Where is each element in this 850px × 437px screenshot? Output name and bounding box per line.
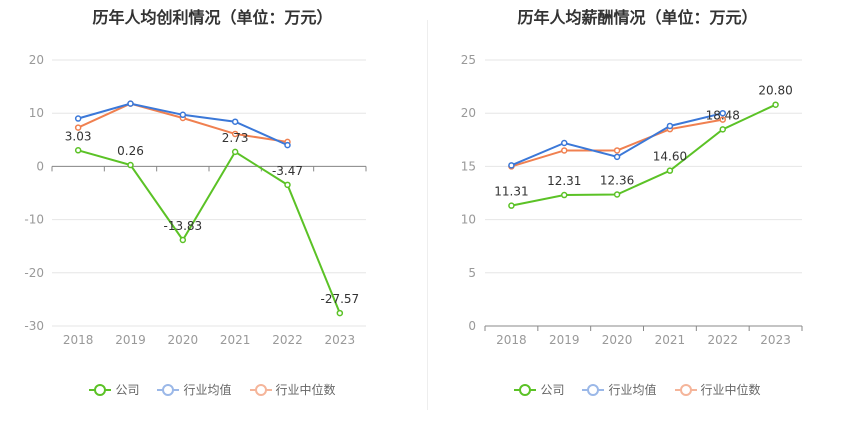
data-point <box>719 116 726 123</box>
data-label: 11.31 <box>494 185 528 199</box>
data-point <box>613 147 621 154</box>
y-tick-label: -30 <box>24 319 44 333</box>
legend-industry-median[interactable]: 行业中位数 <box>674 381 761 398</box>
x-tick-label: 2023 <box>325 333 356 347</box>
data-label: 2.73 <box>222 131 249 145</box>
data-point <box>561 139 568 147</box>
data-point <box>74 115 82 122</box>
chart-legend: 公司 行业均值 行业中位数 <box>0 381 425 398</box>
legend-industry-avg[interactable]: 行业均值 <box>157 381 232 398</box>
data-point <box>74 124 82 131</box>
data-label: 0.26 <box>117 144 144 158</box>
x-tick-label: 2023 <box>760 333 791 347</box>
x-tick-label: 2021 <box>220 333 251 347</box>
y-tick-label: 10 <box>29 106 44 120</box>
y-tick-label: 0 <box>468 319 476 333</box>
panel-divider <box>427 20 428 410</box>
y-tick-label: 15 <box>461 159 476 173</box>
data-label: 14.60 <box>653 150 687 164</box>
profit-chart-svg: -30 -20 -10 0 10 20 2018 2019 2020 2021 2022 2023 3.… <box>24 53 367 347</box>
y-tick-label: 5 <box>468 266 476 280</box>
legend-company-swatch <box>89 383 112 396</box>
y-tick-label: 10 <box>461 213 476 227</box>
x-tick-label: 2020 <box>602 333 633 347</box>
y-tick-label: 0 <box>36 159 44 173</box>
data-label: 20.80 <box>758 84 792 98</box>
data-point <box>127 161 134 169</box>
data-point <box>508 202 515 209</box>
data-point <box>719 126 726 133</box>
x-tick-label: 2019 <box>549 333 580 347</box>
x-tick-label: 2019 <box>115 333 146 347</box>
y-tick-label: -20 <box>24 266 44 280</box>
data-point <box>336 309 344 317</box>
data-point <box>231 148 239 156</box>
data-point <box>561 191 568 199</box>
legend-industry-avg[interactable]: 行业均值 <box>582 381 657 398</box>
data-label: -13.83 <box>163 219 202 233</box>
data-point <box>666 122 674 130</box>
data-label: 18.48 <box>706 108 740 122</box>
x-tick-label: 2022 <box>707 333 738 347</box>
x-tick-label: 2018 <box>63 333 94 347</box>
legend-company[interactable]: 公司 <box>89 381 139 398</box>
legend-industry-avg-swatch <box>582 383 605 396</box>
legend-industry-avg-swatch <box>157 383 180 396</box>
legend-company-label: 公司 <box>540 383 565 397</box>
data-point <box>231 118 239 125</box>
data-point <box>231 130 239 138</box>
data-label: -27.57 <box>320 292 359 306</box>
series-line <box>511 103 777 207</box>
x-tick-label: 2021 <box>655 333 686 347</box>
x-tick-label: 2018 <box>496 333 527 347</box>
legend-industry-median-swatch <box>249 383 272 396</box>
x-tick-label: 2022 <box>272 333 303 347</box>
data-label: 12.31 <box>547 174 581 188</box>
salary-chart-svg: 0 5 10 15 20 25 2018 2019 2020 2021 2022 2023 11.31 1… <box>461 53 803 347</box>
data-point <box>613 191 621 198</box>
legend-industry-median[interactable]: 行业中位数 <box>249 381 336 398</box>
legend-industry-avg-label: 行业均值 <box>608 383 657 397</box>
data-label: 3.03 <box>65 129 92 143</box>
data-label: 12.36 <box>600 173 634 187</box>
chart-legend: 公司 行业均值 行业中位数 <box>425 381 850 398</box>
profit-per-capita-panel: 历年人均创利情况（单位：万元） -30 -20 -10 0 10 20 2018 2019 20… <box>0 8 425 398</box>
data-point <box>508 162 515 169</box>
chart-title: 历年人均薪酬情况（单位：万元） <box>517 8 758 27</box>
data-point <box>719 109 726 117</box>
y-tick-label: -10 <box>24 213 44 227</box>
data-label: -3.47 <box>272 164 303 178</box>
data-point <box>772 101 779 108</box>
data-point <box>561 147 568 154</box>
chart-title: 历年人均创利情况（单位：万元） <box>92 8 333 27</box>
data-point <box>284 141 291 149</box>
x-tick-label: 2020 <box>168 333 199 347</box>
data-point <box>127 100 134 107</box>
legend-company-swatch <box>514 383 537 396</box>
data-point <box>179 111 187 119</box>
legend-industry-median-label: 行业中位数 <box>700 383 761 397</box>
data-point <box>179 236 187 244</box>
y-tick-label: 25 <box>461 53 476 67</box>
data-point <box>74 147 82 154</box>
series-line <box>77 149 341 314</box>
legend-industry-median-swatch <box>674 383 697 396</box>
y-tick-label: 20 <box>461 106 476 120</box>
y-tick-label: 20 <box>29 53 44 67</box>
legend-company-label: 公司 <box>115 383 140 397</box>
data-point <box>666 167 674 174</box>
salary-per-capita-panel: 历年人均薪酬情况（单位：万元） 0 5 10 15 20 25 2018 2019 2020 20… <box>425 0 850 437</box>
legend-industry-median-label: 行业中位数 <box>275 383 336 397</box>
data-point <box>284 181 291 189</box>
legend-company[interactable]: 公司 <box>514 381 564 398</box>
legend-industry-avg-label: 行业均值 <box>183 383 232 397</box>
data-point <box>613 153 621 161</box>
series-line <box>77 102 288 147</box>
